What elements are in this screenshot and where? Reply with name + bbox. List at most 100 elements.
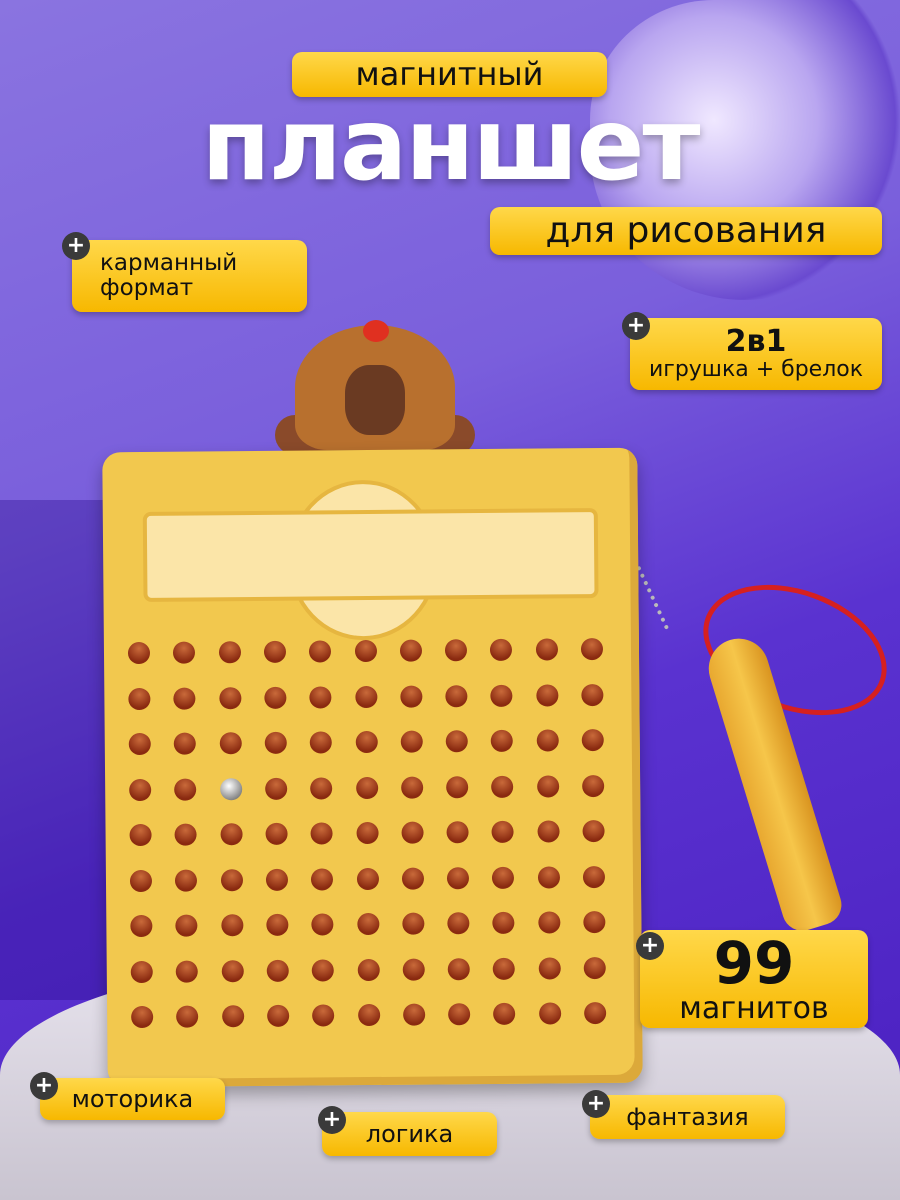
magnet-dot[interactable]	[264, 731, 287, 754]
magnet-dot[interactable]	[176, 1005, 199, 1028]
magnet-dot[interactable]	[309, 640, 332, 663]
magnet-dot[interactable]	[537, 820, 560, 843]
magnet-dot[interactable]	[219, 732, 242, 755]
magnet-dot[interactable]	[219, 777, 242, 800]
magnet-dot[interactable]	[357, 1003, 380, 1027]
magnet-dot[interactable]	[130, 960, 153, 983]
magnet-dot[interactable]	[129, 778, 152, 801]
magnet-dot[interactable]	[582, 819, 605, 843]
magnet-dot[interactable]	[174, 823, 197, 846]
magnet-dot[interactable]	[536, 774, 559, 798]
magnet-dot[interactable]	[311, 867, 334, 891]
magnet-dot[interactable]	[535, 638, 558, 661]
magnet-dot[interactable]	[446, 866, 470, 889]
magnet-dot[interactable]	[175, 914, 198, 937]
magnet-dot[interactable]	[400, 685, 423, 708]
magnet-dot[interactable]	[129, 823, 152, 847]
magnet-dot[interactable]	[127, 641, 151, 665]
magnet-dot[interactable]	[402, 912, 425, 935]
magnet-dot[interactable]	[447, 957, 470, 980]
magnet-dot[interactable]	[583, 910, 606, 934]
magnet-dot[interactable]	[402, 1003, 426, 1026]
magnet-dot[interactable]	[447, 912, 470, 935]
magnet-dot[interactable]	[220, 868, 243, 891]
magnet-dot[interactable]	[584, 1001, 607, 1025]
magnet-dot[interactable]	[311, 913, 334, 936]
magnet-dot[interactable]	[354, 685, 377, 708]
magnet-dot[interactable]	[445, 730, 468, 753]
magnet-dot[interactable]	[311, 958, 335, 982]
magnet-dot[interactable]	[446, 821, 469, 844]
magnet-dot[interactable]	[355, 776, 378, 799]
magnet-dot[interactable]	[356, 867, 379, 890]
magnet-dot[interactable]	[221, 1005, 244, 1028]
magnet-dot[interactable]	[400, 776, 424, 799]
magnet-dot[interactable]	[129, 869, 153, 892]
magnet-dot[interactable]	[354, 639, 377, 663]
magnet-dot[interactable]	[580, 637, 604, 661]
magnet-dot[interactable]	[266, 959, 289, 982]
magnet-dot[interactable]	[401, 867, 424, 890]
magnet-dot[interactable]	[309, 731, 333, 754]
magnet-dot[interactable]	[493, 1002, 516, 1025]
magnet-dot[interactable]	[128, 687, 151, 710]
magnet-dot[interactable]	[537, 911, 561, 934]
magnet-dot[interactable]	[221, 959, 244, 982]
magnet-dot[interactable]	[491, 775, 514, 798]
magnet-dot[interactable]	[264, 686, 287, 709]
magnet-dot[interactable]	[399, 639, 422, 662]
magnet-dot[interactable]	[538, 1002, 561, 1025]
magnet-dot[interactable]	[583, 956, 606, 979]
magnet-dot[interactable]	[218, 686, 242, 709]
magnet-dot[interactable]	[357, 958, 380, 981]
magnet-dot[interactable]	[492, 866, 515, 889]
magnet-dot[interactable]	[446, 775, 469, 798]
magnet-dot[interactable]	[401, 821, 424, 844]
magnet-dot[interactable]	[173, 687, 196, 710]
magnet-dot[interactable]	[310, 822, 333, 845]
magnet-dot[interactable]	[175, 960, 199, 983]
magnet-dot[interactable]	[582, 774, 605, 797]
magnet-dot[interactable]	[265, 822, 288, 845]
magnet-dot[interactable]	[536, 729, 559, 752]
magnet-dot[interactable]	[175, 869, 198, 892]
magnet-dot[interactable]	[535, 683, 559, 707]
magnet-dot[interactable]	[264, 777, 288, 800]
magnet-dot[interactable]	[220, 823, 243, 846]
magnet-dot[interactable]	[265, 868, 288, 891]
magnet-dot[interactable]	[537, 865, 560, 889]
magnet-dot[interactable]	[355, 821, 379, 845]
magnet-dot[interactable]	[493, 957, 516, 980]
magnet-dot[interactable]	[490, 638, 513, 661]
magnet-dot[interactable]	[491, 820, 515, 843]
magnet-dot[interactable]	[445, 684, 468, 707]
magnet-dot[interactable]	[581, 683, 604, 706]
magnet-dot[interactable]	[402, 958, 425, 981]
magnet-dot[interactable]	[312, 1004, 335, 1027]
magnet-dot[interactable]	[538, 956, 561, 980]
magnet-dot[interactable]	[490, 684, 513, 707]
magnet-dot[interactable]	[448, 1003, 471, 1026]
magnet-dot[interactable]	[130, 914, 153, 938]
magnet-dot[interactable]	[355, 730, 378, 754]
magnet-dot[interactable]	[309, 685, 332, 709]
magnet-dot[interactable]	[310, 776, 333, 800]
magnet-dot[interactable]	[220, 914, 244, 937]
magnet-dot[interactable]	[400, 730, 423, 753]
magnet-dot[interactable]	[173, 732, 197, 755]
magnet-dot[interactable]	[131, 1005, 154, 1029]
magnet-dot[interactable]	[174, 778, 197, 801]
magnet-dot[interactable]	[491, 729, 514, 752]
magnet-dot[interactable]	[128, 732, 151, 756]
magnet-dot[interactable]	[444, 639, 468, 662]
magnet-dot[interactable]	[266, 1004, 290, 1027]
magnet-dot[interactable]	[266, 913, 289, 936]
magnet-dot[interactable]	[356, 912, 379, 936]
magnet-dot[interactable]	[173, 641, 196, 664]
magnet-dot[interactable]	[581, 728, 604, 752]
magnet-dot[interactable]	[263, 640, 286, 663]
magnet-dot[interactable]	[492, 911, 515, 934]
magnetic-drawing-board[interactable]	[102, 447, 643, 1088]
magnet-dot[interactable]	[582, 865, 606, 888]
magnet-dot[interactable]	[218, 641, 241, 664]
